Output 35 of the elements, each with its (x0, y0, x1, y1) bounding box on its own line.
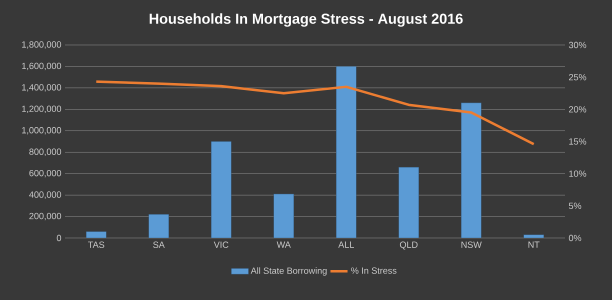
y-tick-label: 1,800,000 (22, 41, 62, 49)
y-tick-label: 1,200,000 (22, 106, 62, 114)
bar (274, 194, 294, 238)
bar (461, 102, 482, 238)
legend-label: % In Stress (351, 267, 396, 274)
y-tick-label: 800,000 (29, 148, 62, 156)
y2-tick-label: 5% (568, 202, 582, 210)
y2-tick-label: 15% (569, 138, 586, 145)
x-tick-label: QLD (400, 242, 418, 250)
x-tick-label: SA (153, 242, 165, 248)
bar (148, 214, 169, 238)
line-series (95, 80, 536, 146)
legend-label: All State Borrowing (250, 267, 327, 276)
y2-tick-label: 10% (569, 170, 586, 177)
bar (211, 141, 232, 238)
chart-title: Households In Mortgage Stress - August 2016 (150, 13, 463, 27)
y-tick-label: 600,000 (29, 170, 62, 178)
y-tick-label: 0 (56, 234, 62, 242)
y2-tick-label: 25% (568, 74, 586, 80)
x-tick-label: ALL (338, 242, 354, 248)
y-tick-label: 200,000 (29, 212, 62, 220)
x-tick-label: NT (528, 242, 540, 248)
x-tick-label: WA (276, 242, 291, 248)
bar (336, 66, 356, 238)
y2-tick-label: 0% (568, 234, 582, 242)
x-tick-label: TAS (88, 242, 104, 248)
y2-tick-label: 30% (568, 42, 586, 48)
y-tick-label: 400,000 (29, 191, 62, 199)
x-tick-label: NSW (461, 242, 482, 248)
y-tick-label: 1,400,000 (22, 84, 62, 92)
y-tick-label: 1,600,000 (22, 62, 62, 70)
x-tick-label: VIC (214, 242, 228, 248)
bar (398, 167, 419, 238)
y-tick-label: 1,000,000 (22, 127, 62, 134)
y2-tick-label: 20% (568, 106, 586, 113)
